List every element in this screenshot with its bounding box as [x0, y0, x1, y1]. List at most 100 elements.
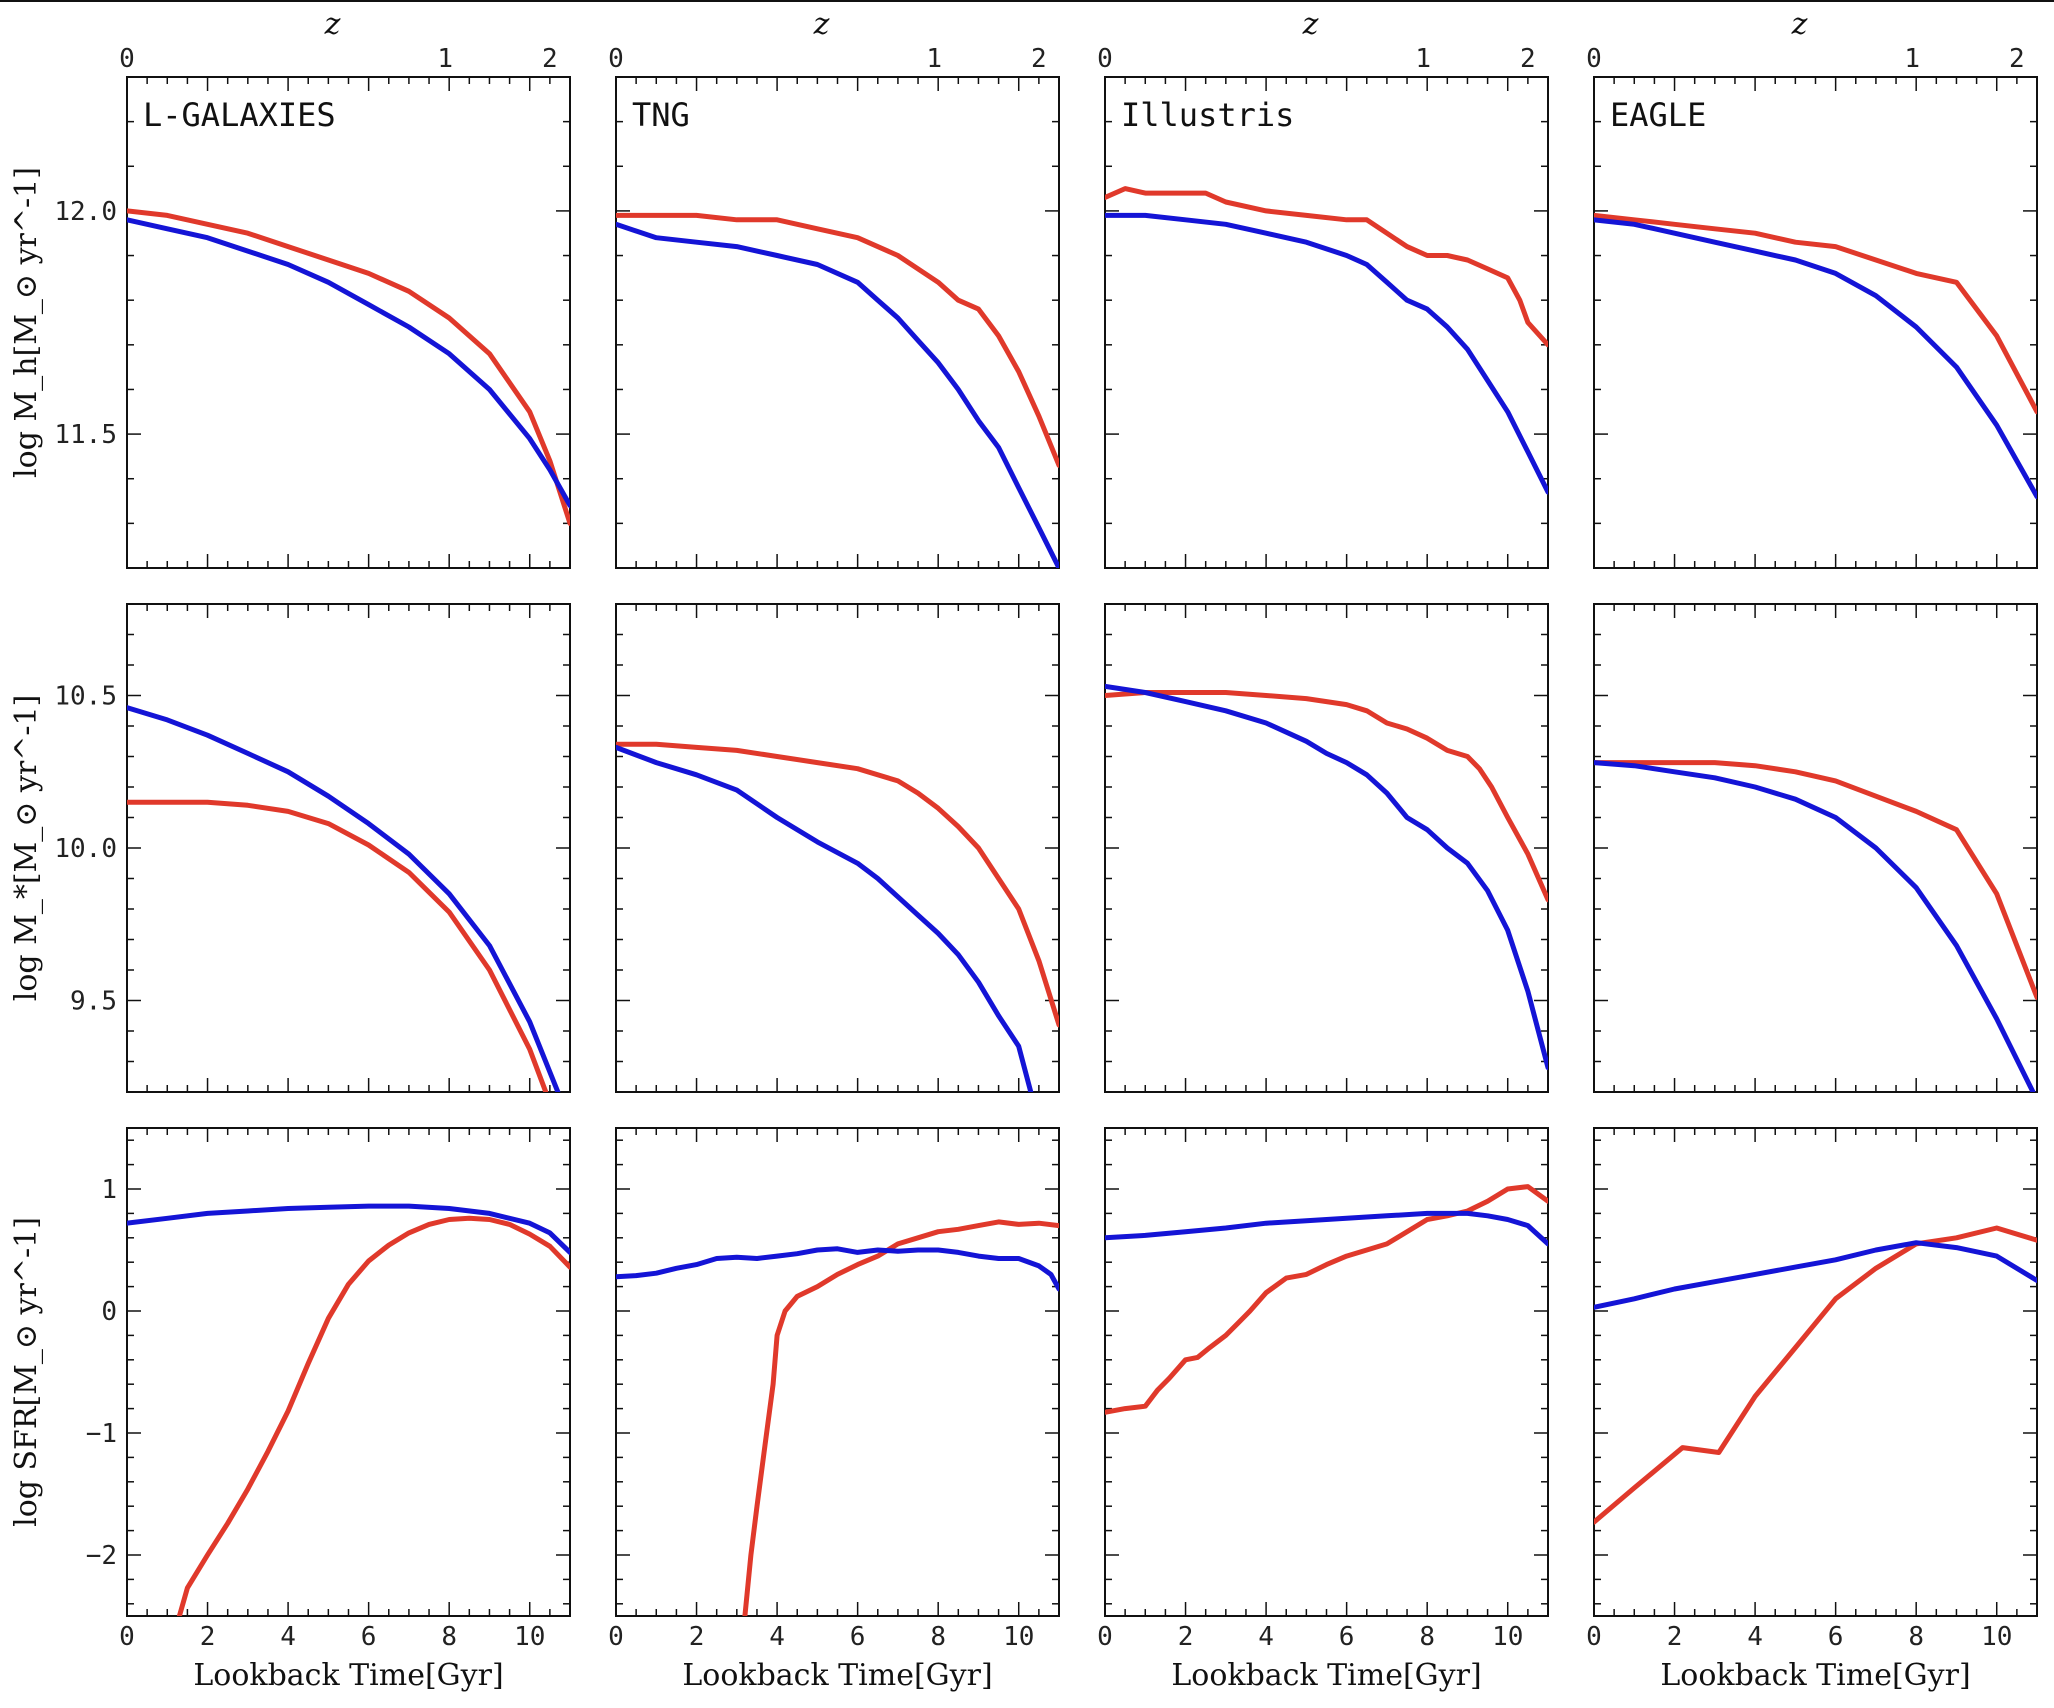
panel-mh-illustris: Illustris	[1104, 76, 1549, 569]
series-red-line	[127, 799, 549, 1092]
panel-frame	[615, 76, 1060, 569]
series-group	[127, 705, 561, 1092]
series-blue-line	[1105, 212, 1548, 495]
panel-frame	[1593, 76, 2038, 569]
x-tick-label: 4	[1747, 1622, 1763, 1652]
z-axis-label: z	[1302, 7, 1319, 42]
z-tick-label: 1	[1904, 44, 1920, 74]
z-axis-label: z	[324, 7, 341, 42]
panel-title-illustris: Illustris	[1121, 96, 1294, 134]
series-blue-line	[1594, 760, 2036, 1092]
x-tick-label: 2	[1667, 1622, 1683, 1652]
x-tick-label: 4	[1258, 1622, 1274, 1652]
x-tick-label: 8	[441, 1622, 457, 1652]
series-red-line	[176, 1215, 570, 1616]
x-tick-label: 8	[930, 1622, 946, 1652]
x-tick-label: 6	[850, 1622, 866, 1652]
x-axis-label: Lookback Time[Gyr]	[1171, 1658, 1481, 1693]
x-tick-label: 0	[1097, 1622, 1113, 1652]
axis-labels: 0 1 2 z 11.5 12.0 log M_h[M_⊙ yr^-1] 0 1 2 z 0 1 2 z 0 1…	[9, 7, 2025, 1693]
x-tick-label: 2	[1178, 1622, 1194, 1652]
series-red-line	[1105, 186, 1548, 348]
z-tick-label: 0	[1586, 44, 1602, 74]
panel-mh-tng: TNG	[615, 76, 1060, 569]
x-tick-label: 0	[119, 1622, 135, 1652]
z-tick-label: 2	[2009, 44, 2025, 74]
z-tick-label: 1	[1415, 44, 1431, 74]
panel-frame	[615, 603, 1060, 1093]
y-tick-label: 12.0	[54, 197, 117, 227]
x-axis-label: Lookback Time[Gyr]	[1660, 1658, 1970, 1693]
x-tick-label: 4	[280, 1622, 296, 1652]
series-group	[1594, 1225, 2037, 1525]
x-tick-label: 6	[361, 1622, 377, 1652]
x-tick-label: 4	[769, 1622, 785, 1652]
panel-frame	[126, 1127, 571, 1617]
x-tick-label: 8	[1908, 1622, 1924, 1652]
z-tick-label: 2	[1031, 44, 1047, 74]
series-group	[1594, 760, 2037, 1092]
series-group	[1105, 1184, 1548, 1415]
z-tick-label: 1	[437, 44, 453, 74]
series-red-line	[742, 1219, 1059, 1616]
x-tick-label: 10	[1981, 1622, 2012, 1652]
x-tick-label: 10	[1003, 1622, 1034, 1652]
x-tick-label: 2	[200, 1622, 216, 1652]
z-tick-label: 0	[1097, 44, 1113, 74]
series-blue-line	[1105, 683, 1548, 1071]
panel-frame	[615, 1127, 1060, 1617]
panel-ms-l-galaxies	[126, 603, 571, 1093]
series-red-line	[1594, 760, 2037, 1000]
panel-mh-l-galaxies: L-GALAXIES	[126, 76, 571, 569]
y-tick-label: 10.5	[54, 682, 117, 712]
x-tick-label: 8	[1419, 1622, 1435, 1652]
panel-frame	[1104, 76, 1549, 569]
series-blue-line	[616, 1246, 1059, 1292]
x-tick-label: 6	[1339, 1622, 1355, 1652]
x-axis-label: Lookback Time[Gyr]	[682, 1658, 992, 1693]
z-tick-label: 0	[119, 44, 135, 74]
series-group	[127, 1203, 570, 1616]
panel-sfr-l-galaxies	[126, 1127, 571, 1617]
panel-sfr-tng	[615, 1127, 1060, 1617]
y-tick-label: 9.5	[70, 987, 117, 1017]
series-group	[1594, 212, 2037, 500]
x-tick-label: 10	[514, 1622, 545, 1652]
panel-sfr-eagle	[1593, 1127, 2038, 1617]
y-tick-label: 11.5	[54, 420, 117, 450]
series-blue-line	[1594, 217, 2037, 500]
y-axis-label-sfr: log SFR[M_⊙ yr^-1]	[9, 1217, 44, 1527]
series-red-line	[127, 208, 570, 526]
series-blue-line	[1594, 1240, 2037, 1310]
series-blue-line	[1105, 1210, 1548, 1247]
x-tick-label: 0	[1586, 1622, 1602, 1652]
y-tick-label: −2	[86, 1541, 117, 1571]
series-group	[127, 208, 570, 526]
series-group	[616, 212, 1059, 568]
x-tick-label: 2	[689, 1622, 705, 1652]
y-tick-label: −1	[86, 1419, 117, 1449]
x-tick-label: 6	[1828, 1622, 1844, 1652]
panel-mh-eagle: EAGLE	[1593, 76, 2038, 569]
z-tick-label: 1	[926, 44, 942, 74]
series-blue-line	[616, 221, 1059, 568]
panel-frame	[126, 76, 571, 569]
y-tick-label: 10.0	[54, 834, 117, 864]
x-tick-label: 0	[608, 1622, 624, 1652]
panel-frame	[1104, 603, 1549, 1093]
series-group	[616, 1219, 1059, 1616]
z-tick-label: 2	[1520, 44, 1536, 74]
panel-ms-illustris	[1104, 603, 1549, 1093]
panel-title-eagle: EAGLE	[1610, 96, 1706, 134]
series-blue-line	[616, 744, 1034, 1092]
panel-title-tng: TNG	[632, 96, 690, 134]
x-tick-label: 10	[1492, 1622, 1523, 1652]
panel-frame	[1593, 1127, 2038, 1617]
z-axis-label: z	[813, 7, 830, 42]
series-blue-line	[127, 217, 570, 508]
series-red-line	[616, 741, 1059, 1028]
panel-grid: L-GALAXIES TNG Illustris EAGLE	[126, 76, 2038, 1617]
series-group	[1105, 186, 1548, 495]
z-tick-label: 2	[542, 44, 558, 74]
